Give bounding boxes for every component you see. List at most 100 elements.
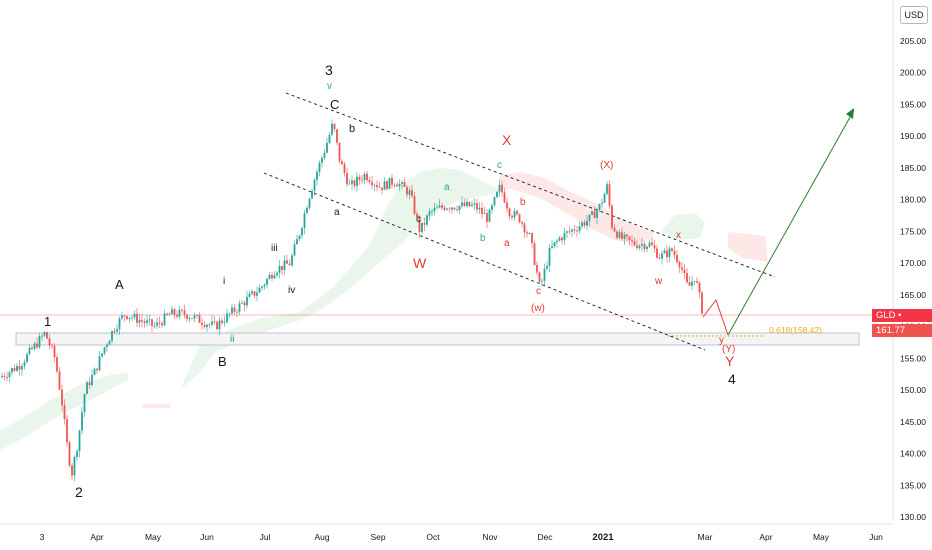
candle-body [56, 357, 58, 372]
candle-body [68, 442, 71, 466]
candle-body [471, 204, 473, 207]
candle-body [486, 213, 488, 222]
candle-body [91, 375, 93, 386]
x-tick-label: Nov [482, 532, 498, 542]
candle-body [123, 315, 126, 317]
candle-body [351, 180, 353, 184]
wave-label-W: W [413, 255, 427, 271]
candle-body [493, 197, 496, 206]
candle-body [573, 229, 576, 231]
wave-label-iv: iv [288, 285, 295, 296]
candle-body [641, 243, 643, 246]
candle-body [688, 282, 691, 286]
candle-body [211, 321, 213, 325]
candle-body [671, 248, 673, 251]
candle-body [596, 210, 598, 218]
candle-body [621, 232, 623, 239]
candle-body [63, 405, 66, 420]
candle-body [306, 207, 308, 214]
candle-body [103, 347, 106, 354]
candle-body [33, 343, 36, 349]
candle-body [503, 192, 506, 203]
support-zone[interactable] [15, 332, 860, 346]
candle-body [593, 211, 596, 218]
candle-body [661, 253, 663, 259]
candle-body [58, 371, 61, 390]
cloud-red-2 [728, 232, 768, 262]
candle-body [313, 179, 316, 191]
candle-body [76, 451, 78, 457]
candle-body [673, 250, 676, 256]
currency-button[interactable]: USD [900, 6, 928, 24]
candle-body [286, 260, 288, 264]
candle-body [213, 321, 216, 323]
candle-body [341, 161, 343, 165]
x-tick-label: Apr [759, 532, 772, 542]
candle-body [396, 184, 398, 187]
cloud-green-main [180, 168, 500, 390]
candle-body [468, 201, 471, 207]
y-tick-label: 165.00 [900, 290, 926, 300]
candle-body [386, 181, 388, 189]
channel-lower-line[interactable] [263, 172, 706, 351]
candle-body [631, 240, 633, 241]
candle-body [693, 281, 696, 282]
candle-body [448, 208, 451, 210]
x-axis[interactable]: 3 Apr May Jun Jul Aug Sep Oct Nov Dec 2021 Mar Apr Ma… [40, 532, 883, 543]
x-tick-label: Apr [90, 532, 103, 542]
candle-body [491, 205, 493, 210]
candle-body [201, 322, 203, 325]
candle-body [161, 323, 163, 326]
candle-body [16, 365, 18, 371]
candle-body [476, 203, 478, 210]
candle-body [523, 223, 526, 233]
x-tick-label: 3 [40, 532, 45, 542]
candle-body [86, 382, 88, 395]
cloud-red-1 [500, 172, 655, 245]
candle-body [598, 204, 601, 211]
candle-body [303, 213, 306, 228]
candle-body [403, 181, 406, 187]
candle-body [378, 187, 381, 188]
wave-label-c: c [416, 214, 421, 225]
y-tick-label: 185.00 [900, 163, 926, 173]
candle-body [651, 242, 653, 246]
candle-body [116, 329, 118, 332]
wave-label-w: w [654, 276, 663, 287]
projection-arrow-line[interactable] [727, 109, 855, 336]
candle-body [431, 210, 433, 212]
x-tick-label: Oct [426, 532, 440, 542]
x-tick-label: Jun [869, 532, 883, 542]
x-tick-label: Jul [260, 532, 271, 542]
candle-body [496, 191, 498, 198]
candle-body [508, 208, 511, 217]
candle-body [13, 368, 16, 371]
candle-body [681, 267, 683, 270]
candle-body [356, 176, 358, 186]
candle-body [21, 365, 23, 370]
candle-body [81, 412, 83, 431]
candle-body [488, 209, 491, 222]
cloud-green-right [660, 213, 705, 240]
candle-body [601, 202, 603, 205]
wave-label-Y: Y [725, 353, 735, 369]
candle-body [283, 260, 286, 270]
candle-body [293, 244, 296, 256]
candle-body [338, 142, 341, 162]
candle-body [251, 291, 253, 294]
candle-body [326, 142, 328, 153]
wave-label-a-teal: a [444, 182, 450, 193]
candle-body [88, 382, 91, 386]
ichimoku-cloud [0, 168, 768, 450]
candle-body [263, 284, 266, 287]
wave-label-A: A [115, 277, 124, 292]
candle-body [608, 184, 611, 206]
y-axis[interactable]: 130.00135.00140.00145.00150.00155.00160.… [900, 36, 926, 522]
candle-body [533, 243, 536, 265]
candles [1, 119, 703, 482]
candle-body [296, 239, 298, 245]
candle-body [511, 216, 513, 218]
candle-body [11, 368, 13, 373]
candle-body [46, 332, 48, 339]
